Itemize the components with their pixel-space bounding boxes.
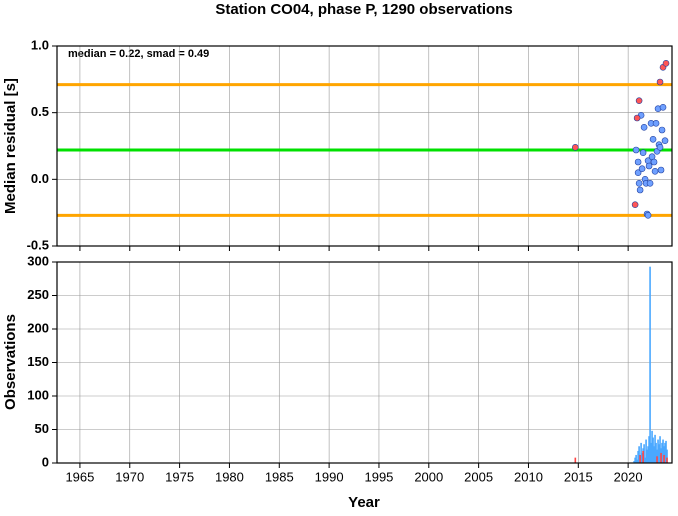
x-tick-label: 2020	[614, 469, 643, 484]
point	[649, 136, 657, 143]
point	[631, 201, 639, 208]
point	[656, 144, 664, 151]
chart-title: Station CO04, phase P, 1290 observations	[215, 1, 512, 18]
annotation: median = 0.22, smad = 0.49	[68, 48, 209, 60]
point	[635, 180, 643, 187]
bar	[666, 449, 668, 463]
y-tick-label: 200	[27, 320, 49, 335]
bar	[648, 436, 650, 463]
bar	[665, 440, 667, 463]
x-tick-label: 2000	[414, 469, 443, 484]
bar	[659, 436, 661, 463]
bar	[662, 439, 664, 463]
bar	[664, 442, 666, 463]
x-tick-label: 2015	[564, 469, 593, 484]
bar	[644, 457, 646, 463]
bar	[663, 454, 665, 463]
point	[634, 158, 642, 166]
bar	[657, 439, 659, 463]
y-tick-label: 0.5	[31, 104, 49, 119]
x-axis-label: Year	[348, 494, 380, 511]
bar	[652, 437, 654, 463]
x-tick-label: 1970	[115, 469, 144, 484]
point	[661, 137, 669, 144]
point	[651, 168, 659, 175]
point	[645, 162, 653, 170]
bar	[645, 439, 647, 463]
bar	[647, 446, 649, 463]
y-tick-label: 50	[35, 421, 49, 436]
bar	[640, 442, 642, 463]
bar	[651, 430, 653, 463]
bar	[656, 456, 658, 463]
point	[572, 144, 579, 151]
bar	[655, 442, 657, 463]
point	[646, 180, 654, 187]
x-tick-label: 1995	[364, 469, 393, 484]
point	[662, 60, 670, 67]
y-axis-label: Observations	[2, 314, 19, 410]
bar	[633, 460, 635, 463]
bar	[641, 452, 643, 463]
point	[638, 165, 646, 172]
x-tick-label: 1975	[165, 469, 194, 484]
point	[656, 78, 664, 86]
y-tick-label: 0.0	[31, 171, 49, 186]
point	[640, 124, 648, 131]
bar	[642, 450, 644, 463]
point	[636, 186, 644, 194]
bar	[654, 434, 656, 463]
y-tick-label: 0	[42, 454, 49, 469]
bar	[638, 446, 640, 463]
bar	[649, 266, 651, 463]
point	[650, 158, 658, 166]
point	[652, 120, 660, 127]
x-tick-label: 1990	[315, 469, 344, 484]
y-axis-label: Median residual [s]	[2, 78, 19, 214]
x-tick-label: 1985	[265, 469, 294, 484]
bar	[643, 444, 645, 463]
y-tick-label: 250	[27, 287, 49, 302]
plot-frame	[56, 261, 673, 464]
bar	[634, 457, 636, 463]
point	[659, 104, 667, 111]
x-tick-label: 2010	[514, 469, 543, 484]
bar	[660, 452, 662, 463]
point	[635, 97, 643, 104]
bar	[666, 457, 668, 463]
point	[644, 212, 652, 219]
bar	[646, 449, 648, 463]
bar	[650, 442, 652, 463]
bar	[661, 442, 663, 463]
point	[639, 149, 647, 156]
bar	[635, 454, 637, 463]
bar	[637, 450, 639, 463]
y-tick-label: 150	[27, 354, 49, 369]
point	[632, 146, 640, 154]
bar	[574, 457, 577, 463]
point	[633, 114, 641, 122]
y-tick-label: 1.0	[31, 37, 49, 52]
plot-frame	[56, 45, 673, 247]
y-tick-label: 100	[27, 387, 49, 402]
x-tick-label: 2005	[464, 469, 493, 484]
bar	[658, 444, 660, 463]
bar	[639, 454, 641, 463]
bar	[653, 446, 655, 463]
x-tick-label: 1980	[215, 469, 244, 484]
point	[634, 169, 642, 176]
point	[658, 126, 666, 134]
bar	[636, 459, 638, 463]
y-tick-label: -0.5	[27, 237, 49, 252]
bar	[663, 446, 665, 463]
point	[657, 166, 665, 174]
x-tick-label: 1965	[65, 469, 94, 484]
y-tick-label: 300	[27, 253, 49, 268]
